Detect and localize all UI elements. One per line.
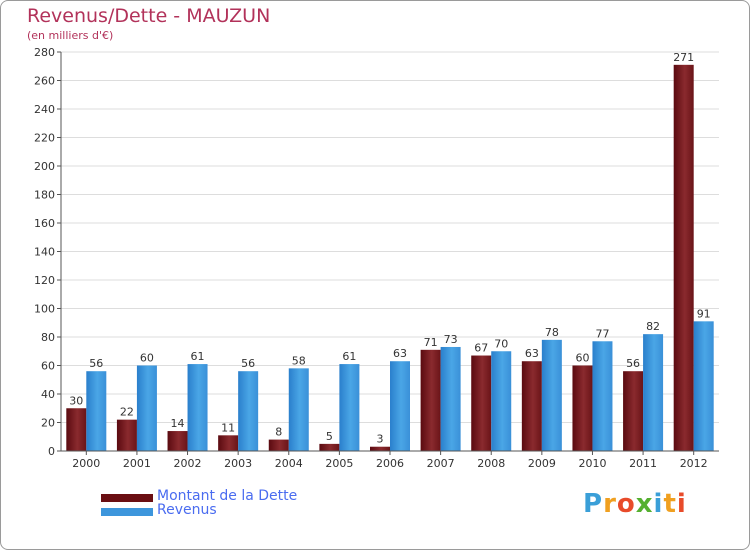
bar-debt-2008 (471, 355, 492, 451)
x-tick-label: 2007 (427, 457, 455, 470)
x-tick-label: 2012 (680, 457, 708, 470)
y-tick-label: 280 (34, 46, 55, 59)
y-tick-label: 160 (34, 217, 55, 230)
data-label-debt-2004: 8 (275, 426, 282, 439)
bar-revenue-2008 (491, 351, 512, 451)
data-label-revenue-2012: 91 (697, 307, 711, 320)
data-label-revenue-2008: 70 (494, 337, 508, 350)
logo-letter: t (663, 489, 677, 519)
data-label-layer: 30 56 22 60 14 61 11 56 8 58 5 61 3 63 71 73 67 70 63 78 60 7… (69, 51, 710, 446)
bar-revenue-2006 (390, 361, 410, 451)
bar-debt-2009 (521, 361, 542, 451)
bar-revenue-2000 (86, 371, 107, 451)
data-label-debt-2009: 63 (525, 347, 539, 360)
y-tick-label: 200 (34, 160, 55, 173)
bar-revenue-2005 (339, 364, 360, 451)
x-tick-label: 2000 (72, 457, 100, 470)
x-tick-label: 2003 (224, 457, 252, 470)
logo-letter: i (653, 489, 664, 519)
data-label-debt-2007: 71 (424, 336, 438, 349)
bar-debt-2003 (218, 435, 239, 451)
y-tick-label: 140 (34, 246, 55, 259)
y-tick-label: 80 (41, 331, 55, 344)
bar-debt-2004 (268, 439, 289, 451)
data-label-revenue-2011: 82 (646, 320, 660, 333)
x-tick-label: 2009 (528, 457, 556, 470)
data-label-debt-2000: 30 (69, 394, 83, 407)
legend-label-revenue: Revenus (157, 502, 217, 518)
x-tick-label: 2002 (174, 457, 202, 470)
bar-debt-2006 (370, 446, 390, 451)
legend-swatch-revenue (101, 508, 153, 516)
data-label-revenue-2009: 78 (545, 326, 559, 339)
data-label-debt-2008: 67 (474, 342, 488, 355)
x-tick-label: 2010 (578, 457, 606, 470)
logo-letter: x (635, 489, 654, 519)
bar-revenue-2007 (440, 346, 461, 451)
x-tick-label: 2004 (275, 457, 303, 470)
y-tick-label: 120 (34, 274, 55, 287)
data-label-debt-2006: 3 (377, 433, 384, 446)
y-tick-label: 260 (34, 75, 55, 88)
data-label-revenue-2006: 63 (393, 347, 407, 360)
legend-label-debt: Montant de la Dette (157, 488, 298, 504)
y-tick-label: 240 (34, 103, 55, 116)
bar-revenue-2012 (693, 321, 714, 451)
data-label-revenue-2003: 56 (241, 357, 255, 370)
data-label-revenue-2004: 58 (292, 354, 306, 367)
logo-letter: P (583, 489, 604, 519)
bar-debt-2000 (66, 408, 87, 451)
bar-debt-2001 (116, 419, 137, 451)
x-tick-label: 2001 (123, 457, 151, 470)
logo-letter: i (676, 489, 687, 519)
legend-swatch-debt (101, 494, 153, 502)
bar-revenue-2010 (592, 341, 613, 451)
data-label-revenue-2000: 56 (89, 357, 103, 370)
data-label-debt-2001: 22 (120, 406, 134, 419)
data-label-debt-2012: 271 (673, 51, 694, 64)
y-tick-label: 180 (34, 189, 55, 202)
data-label-debt-2010: 60 (575, 352, 589, 365)
bar-revenue-2009 (541, 339, 562, 451)
chart-title: Revenus/Dette - MAUZUN (27, 5, 271, 27)
data-label-revenue-2007: 73 (444, 333, 458, 346)
axis-layer: 0 20 40 60 80 100 120 140 160 180 200 220 240 260 280 2… (34, 46, 719, 470)
data-label-revenue-2001: 60 (140, 352, 154, 365)
bar-revenue-2003 (238, 371, 259, 451)
data-label-debt-2002: 14 (171, 417, 185, 430)
y-tick-label: 60 (41, 360, 55, 373)
bar-chart: 30 56 22 60 14 61 11 56 8 58 5 61 3 63 71 73 67 70 63 78 60 7… (34, 46, 719, 470)
y-tick-label: 0 (48, 445, 55, 458)
x-tick-label: 2006 (376, 457, 404, 470)
data-label-revenue-2005: 61 (342, 350, 356, 363)
data-label-revenue-2010: 77 (595, 327, 609, 340)
bar-debt-2007 (420, 349, 441, 451)
data-label-debt-2003: 11 (221, 421, 235, 434)
data-label-debt-2011: 56 (626, 357, 640, 370)
bar-revenue-2011 (643, 334, 664, 451)
y-tick-label: 40 (41, 388, 55, 401)
bar-debt-2002 (167, 431, 188, 451)
data-label-revenue-2002: 61 (191, 350, 205, 363)
bar-debt-2012 (673, 64, 694, 451)
logo-letter: r (603, 489, 617, 519)
x-tick-label: 2005 (325, 457, 353, 470)
bar-layer (66, 64, 714, 451)
x-tick-label: 2008 (477, 457, 505, 470)
data-label-debt-2005: 5 (326, 430, 333, 443)
proxiti-logo: Proxiti (583, 489, 687, 519)
bar-revenue-2004 (288, 368, 309, 451)
bar-debt-2005 (319, 443, 340, 451)
y-tick-label: 100 (34, 303, 55, 316)
chart-subtitle: (en milliers d'€) (27, 29, 114, 42)
logo-letter: o (616, 489, 636, 519)
y-tick-label: 20 (41, 417, 55, 430)
bar-revenue-2001 (136, 365, 157, 451)
x-tick-label: 2011 (629, 457, 657, 470)
bar-debt-2011 (623, 371, 644, 451)
bar-revenue-2002 (187, 364, 208, 451)
bar-debt-2010 (572, 365, 593, 451)
y-tick-label: 220 (34, 132, 55, 145)
